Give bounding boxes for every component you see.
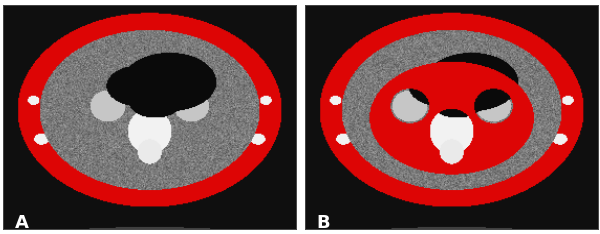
Text: B: B (317, 214, 330, 232)
Text: A: A (15, 214, 29, 232)
